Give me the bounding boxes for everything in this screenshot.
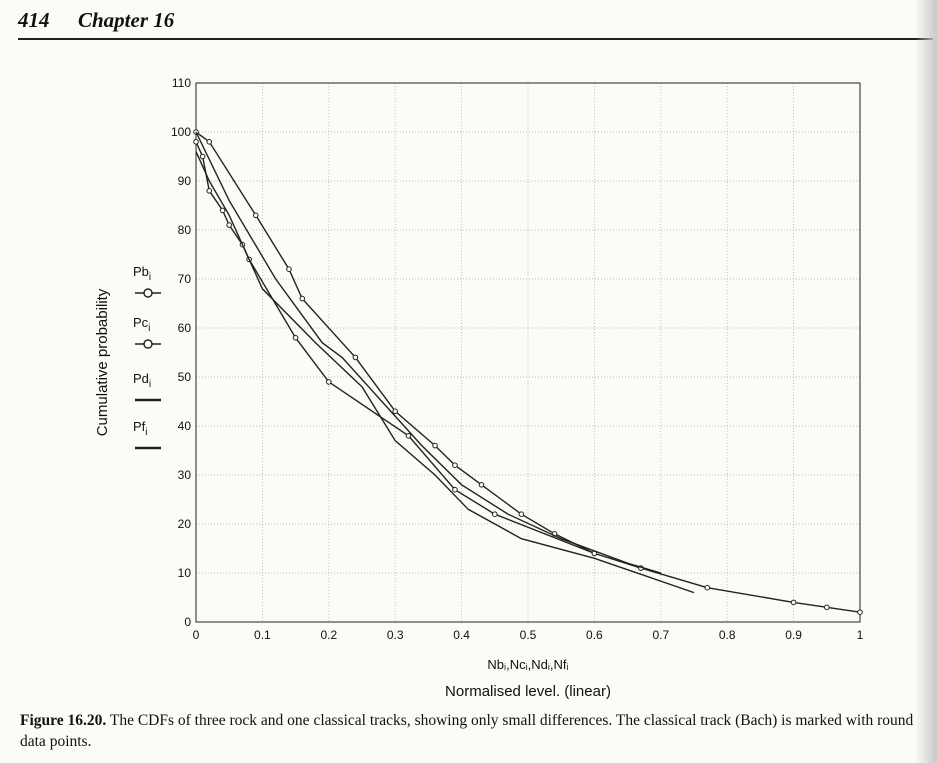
data-point (405, 433, 412, 439)
data-point (252, 212, 259, 219)
x-tick-label: 0.8 (719, 628, 736, 642)
page-number: 414 (18, 8, 50, 32)
y-tick-label: 100 (171, 125, 191, 139)
y-tick-label: 80 (178, 223, 192, 237)
y-tick-label: 30 (178, 468, 192, 482)
legend: Pbi Pci Pdi Pfi (133, 264, 161, 450)
data-point (286, 266, 292, 273)
plot-frame (195, 82, 861, 623)
y-tick-label: 40 (178, 419, 192, 433)
x-tick-label: 0.4 (453, 628, 470, 642)
data-point (352, 354, 359, 361)
data-point (704, 584, 711, 591)
data-point (193, 139, 199, 145)
caption-label: Figure 16.20. (20, 712, 107, 729)
series-lines (193, 129, 863, 616)
series-line-3 (195, 131, 661, 574)
x-tick-label: 0.5 (520, 628, 537, 642)
data-point (206, 188, 213, 194)
series-line-1 (195, 131, 861, 613)
data-point (432, 442, 438, 449)
y-tick-label: 90 (178, 174, 192, 188)
data-point (206, 139, 213, 145)
data-point (492, 511, 498, 518)
data-point (199, 153, 206, 160)
caption-text: The CDFs of three rock and one classical… (20, 712, 914, 750)
data-point (219, 207, 226, 214)
x-tick-label: 0.1 (254, 628, 271, 642)
data-point (292, 335, 299, 341)
legend-label: Pbi (133, 264, 151, 283)
y-tick-label: 50 (178, 370, 192, 384)
figure-caption: Figure 16.20. The CDFs of three rock and… (20, 710, 920, 752)
tick-labels: 0 0.1 0.2 0.3 0.4 0.5 0.6 0.7 0.8 0.9 101020304050… (171, 76, 864, 642)
data-point (226, 222, 232, 228)
data-point (326, 379, 332, 385)
legend-label: Pdi (133, 371, 151, 390)
data-point (478, 482, 485, 488)
chapter-title: Chapter 16 (78, 8, 175, 32)
cdf-chart: 0 0.1 0.2 0.3 0.4 0.5 0.6 0.7 0.8 0.9 101020304050… (94, 76, 864, 700)
y-tick-label: 70 (178, 272, 192, 286)
data-point (299, 295, 306, 302)
x-tick-label: 0 (193, 628, 200, 642)
legend-label: Pci (133, 315, 150, 334)
data-point (790, 599, 797, 606)
x-tick-label: 0.3 (387, 628, 404, 642)
data-point (824, 604, 830, 611)
series-line-4 (195, 151, 695, 594)
data-point (857, 609, 863, 616)
legend-label: Pfi (133, 419, 148, 438)
y-axis-label: Cumulative probability (94, 288, 111, 436)
x-tick-label: 0.9 (785, 628, 802, 642)
y-tick-label: 10 (178, 566, 192, 580)
y-tick-label: 20 (178, 517, 192, 531)
x-tick-label: 0.7 (652, 628, 669, 642)
page-header: 414 Chapter 16 (18, 4, 933, 40)
data-point (518, 511, 525, 518)
data-point (452, 486, 458, 493)
y-tick-label: 0 (184, 615, 191, 629)
x-tick-label: 0.6 (586, 628, 603, 642)
y-tick-label: 60 (178, 321, 192, 335)
y-tick-label: 110 (172, 76, 191, 90)
page-edge-shadow (915, 0, 937, 763)
legend-marker (143, 339, 153, 349)
x-tick-label: 1 (857, 628, 864, 642)
data-point (452, 462, 458, 469)
x-axis-label: Normalised level. (linear) (445, 683, 611, 700)
data-point (392, 408, 399, 415)
x-axis-variables-label: Nbᵢ,Ncᵢ,Ndᵢ,Nfᵢ (487, 657, 568, 672)
legend-marker (143, 288, 153, 298)
x-tick-label: 0.2 (320, 628, 337, 642)
